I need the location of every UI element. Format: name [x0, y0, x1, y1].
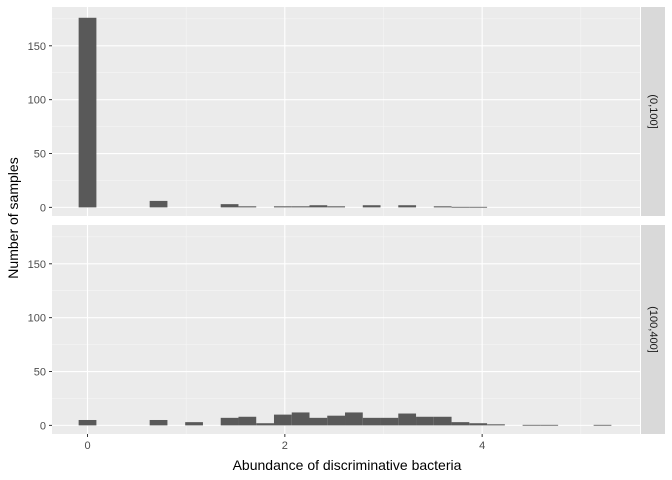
histogram-bar — [220, 204, 239, 208]
x-tick-label: 0 — [84, 440, 90, 452]
histogram-bar — [416, 416, 434, 426]
histogram-bar — [220, 417, 239, 426]
histogram-bar — [451, 206, 470, 208]
histogram-bar — [362, 205, 381, 208]
y-tick-label: 0 — [40, 202, 46, 214]
histogram-bar — [433, 416, 452, 426]
histogram-bar — [149, 200, 168, 208]
histogram-bar — [309, 205, 328, 208]
histogram-bar — [273, 414, 292, 426]
histogram-bar — [398, 413, 417, 426]
y-tick-label: 0 — [40, 420, 46, 432]
histogram-bar — [469, 423, 488, 426]
histogram-bar — [433, 206, 452, 208]
y-axis-title: Number of samples — [5, 157, 21, 278]
histogram-bar — [149, 419, 168, 426]
histogram-bar — [309, 417, 328, 426]
histogram-bar — [540, 424, 559, 426]
histogram-bar — [593, 424, 612, 426]
x-tick-label: 2 — [282, 440, 288, 452]
histogram-bar — [256, 423, 274, 426]
histogram-bar — [78, 419, 97, 426]
facet-strip-label: (0,100] — [647, 94, 659, 128]
histogram-bar — [238, 416, 257, 426]
y-tick-label: 100 — [28, 313, 46, 325]
facet-panel: (100,400] — [52, 225, 665, 434]
histogram-bar — [487, 424, 505, 426]
panel-background — [52, 225, 640, 434]
histogram-bar — [380, 417, 399, 426]
y-tick-label: 100 — [28, 95, 46, 107]
facet-strip-label: (100,400] — [647, 306, 659, 352]
histogram-bar — [398, 205, 417, 208]
panel-background — [52, 7, 640, 216]
histogram-bar — [238, 206, 257, 208]
histogram-bar — [327, 206, 346, 208]
facet-panel: (0,100] — [52, 7, 665, 216]
x-tick-label: 4 — [479, 440, 485, 452]
histogram-bar — [362, 417, 381, 426]
facet-strip — [641, 225, 665, 434]
y-tick-label: 50 — [34, 149, 46, 161]
facet-strip — [641, 7, 665, 216]
histogram-bar — [78, 17, 97, 208]
histogram-bar — [451, 422, 470, 426]
histogram-bar — [291, 206, 310, 208]
y-tick-label: 150 — [28, 41, 46, 53]
y-tick-label: 50 — [34, 367, 46, 379]
y-tick-label: 150 — [28, 259, 46, 271]
histogram-bar — [273, 206, 292, 208]
histogram-bar — [327, 415, 346, 426]
histogram-bar — [185, 422, 203, 426]
histogram-bar — [469, 206, 488, 208]
histogram-bar — [345, 412, 363, 426]
x-axis-title: Abundance of discriminative bacteria — [233, 457, 462, 473]
histogram-bar — [291, 412, 310, 426]
histogram-bar — [522, 424, 541, 426]
